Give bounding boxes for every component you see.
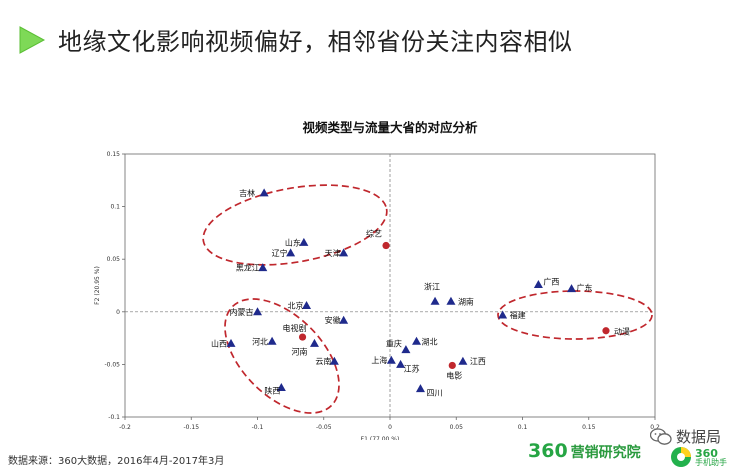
wechat-icon (650, 427, 672, 445)
province-point (412, 336, 421, 345)
data-source-note: 数据来源：360大数据，2016年4月-2017年3月 (8, 456, 225, 467)
page-title: 地缘文化影响视频偏好，相邻省份关注内容相似 (58, 28, 573, 56)
point-label: 江苏 (404, 363, 420, 373)
point-label: 吉林 (239, 188, 255, 198)
point-label: 天津 (325, 248, 341, 258)
x-axis-label: F1 (77.00 %) (361, 436, 400, 440)
brand-logo: 360 营销研究院 (528, 440, 641, 462)
province-point (299, 237, 309, 246)
point-label: 重庆 (386, 339, 402, 349)
point-label: 广东 (577, 283, 593, 293)
cluster-ellipse (202, 184, 388, 266)
point-label: 河北 (252, 336, 268, 346)
y-tick-label: 0.05 (107, 256, 121, 263)
x-tick-label: 0 (388, 424, 392, 431)
province-point (339, 315, 349, 324)
point-label: 上海 (371, 355, 387, 365)
y-tick-label: 0.1 (110, 204, 120, 211)
y-tick-label: -0.05 (104, 361, 120, 368)
point-label: 湖北 (422, 337, 438, 346)
province-point (458, 356, 468, 365)
point-label: 浙江 (424, 281, 440, 291)
point-label: 河南 (291, 346, 307, 356)
province-point (401, 345, 411, 354)
province-point (276, 383, 286, 392)
province-point (415, 384, 425, 393)
province-point (386, 355, 396, 364)
video-type-point (298, 333, 307, 341)
x-tick-label: -0.05 (316, 424, 332, 431)
point-label: 山西 (211, 338, 227, 348)
x-tick-label: 0.05 (450, 424, 464, 431)
province-point (533, 279, 543, 288)
province-point (286, 248, 296, 257)
point-label: 黑龙江 (236, 263, 260, 273)
point-label: 北京 (288, 300, 304, 310)
province-point (329, 356, 339, 365)
logo-text: 营销研究院 (570, 445, 641, 461)
province-point (309, 338, 319, 347)
province-point (430, 296, 440, 305)
x-tick-label: 0.15 (582, 424, 596, 431)
video-type-point (382, 241, 390, 250)
point-label: 电影 (446, 370, 462, 380)
video-type-point (602, 327, 610, 335)
province-point (258, 263, 268, 272)
x-tick-label: 0.2 (650, 424, 660, 431)
x-tick-label: -0.2 (119, 424, 131, 431)
point-label: 江西 (470, 357, 486, 366)
assistant-number: 360 (695, 446, 718, 460)
province-point (302, 300, 312, 309)
point-label: 综艺 (366, 229, 382, 239)
point-label: 山东 (285, 237, 301, 247)
y-tick-label: 0 (116, 309, 120, 316)
correspondence-chart: 视频类型与流量大省的对应分析 -0.2 -0.15 -0.1 -0.05 0 0.05 0.1… (94, 120, 660, 440)
province-point (446, 296, 456, 305)
phone-assistant-icon (671, 447, 691, 467)
point-label: 福建 (510, 310, 526, 320)
point-label: 电视剧 (283, 323, 307, 333)
x-tick-label: -0.15 (183, 424, 199, 431)
province-point (253, 307, 262, 316)
point-label: 云南 (315, 356, 331, 366)
province-point (226, 338, 236, 347)
wechat-account-name: 数据局 (676, 428, 722, 446)
wechat-badge: 数据局 (650, 426, 721, 447)
province-point (339, 248, 349, 257)
point-label: 广西 (543, 276, 559, 286)
province-point (396, 359, 406, 368)
province-point (498, 310, 508, 319)
province-point (267, 336, 277, 345)
y-tick-label: -0.1 (108, 414, 120, 421)
point-label: 安徽 (325, 315, 341, 325)
point-label: 四川 (426, 389, 442, 398)
province-point (259, 188, 269, 197)
cluster-ellipse (224, 298, 340, 414)
play-arrow-icon (19, 25, 46, 54)
assistant-text: 手机助手 (695, 457, 727, 467)
logo-number: 360 (528, 440, 568, 462)
assistant-badge: 360 手机助手 (670, 446, 727, 468)
chart-title: 视频类型与流量大省的对应分析 (302, 120, 478, 135)
x-tick-label: 0.1 (518, 424, 528, 431)
x-tick-label: -0.1 (252, 424, 264, 431)
point-label: 辽宁 (272, 248, 288, 258)
province-point (567, 284, 577, 293)
slide-title: 地缘文化影响视频偏好，相邻省份关注内容相似 (18, 22, 573, 57)
point-label: 陕西 (264, 386, 280, 396)
point-label: 湖南 (458, 296, 474, 306)
point-label: 内蒙古 (230, 307, 254, 317)
y-tick-label: 0.15 (107, 151, 121, 158)
y-axis-label: F2 (20.95 %) (94, 266, 101, 305)
video-type-point (448, 361, 456, 370)
point-label: 动漫 (614, 327, 630, 337)
